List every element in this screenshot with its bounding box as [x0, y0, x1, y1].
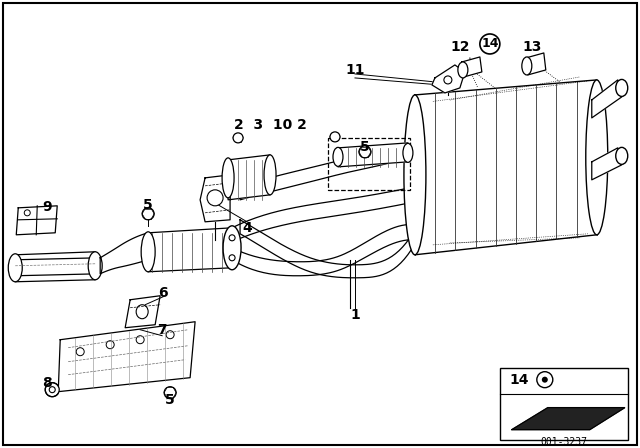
- Circle shape: [359, 146, 371, 158]
- Circle shape: [229, 255, 235, 261]
- Circle shape: [229, 235, 235, 241]
- Text: 8: 8: [42, 376, 52, 390]
- Circle shape: [233, 133, 243, 143]
- Polygon shape: [228, 155, 270, 200]
- Polygon shape: [240, 220, 415, 278]
- Circle shape: [164, 387, 176, 399]
- Polygon shape: [58, 322, 195, 392]
- Circle shape: [76, 348, 84, 356]
- Polygon shape: [15, 258, 100, 276]
- Ellipse shape: [136, 305, 148, 319]
- Bar: [328, 138, 410, 190]
- Text: 4: 4: [242, 221, 252, 235]
- Polygon shape: [526, 53, 546, 75]
- Polygon shape: [148, 228, 232, 272]
- Ellipse shape: [458, 62, 468, 78]
- Text: 5: 5: [165, 392, 175, 407]
- Polygon shape: [232, 187, 415, 242]
- Ellipse shape: [522, 57, 532, 75]
- Ellipse shape: [223, 226, 241, 270]
- Ellipse shape: [404, 95, 426, 255]
- Text: 001-3237: 001-3237: [540, 437, 588, 447]
- Ellipse shape: [8, 254, 22, 282]
- Text: 11: 11: [345, 63, 365, 77]
- Ellipse shape: [616, 79, 628, 96]
- Polygon shape: [16, 206, 57, 235]
- Circle shape: [45, 383, 60, 396]
- Text: 2  3  10 2: 2 3 10 2: [234, 118, 307, 132]
- Text: 1: 1: [350, 308, 360, 322]
- Ellipse shape: [333, 147, 343, 166]
- Ellipse shape: [88, 252, 102, 280]
- Polygon shape: [338, 143, 408, 167]
- Circle shape: [330, 132, 340, 142]
- Ellipse shape: [141, 232, 155, 272]
- Circle shape: [24, 210, 30, 216]
- Polygon shape: [592, 148, 621, 180]
- Bar: [500, 368, 628, 439]
- Polygon shape: [200, 175, 230, 222]
- Text: 5: 5: [360, 140, 370, 154]
- Circle shape: [444, 76, 452, 84]
- Text: 14: 14: [481, 38, 499, 51]
- Polygon shape: [100, 233, 148, 274]
- Circle shape: [136, 336, 144, 344]
- Polygon shape: [432, 65, 465, 93]
- Text: 13: 13: [522, 40, 541, 54]
- Ellipse shape: [403, 143, 413, 162]
- Ellipse shape: [225, 228, 239, 268]
- Text: 9: 9: [42, 200, 52, 214]
- Ellipse shape: [586, 80, 608, 235]
- Circle shape: [207, 190, 223, 206]
- Text: 7: 7: [157, 323, 167, 337]
- Polygon shape: [240, 140, 415, 200]
- Polygon shape: [232, 224, 415, 276]
- Polygon shape: [415, 80, 596, 255]
- Circle shape: [480, 34, 500, 54]
- Polygon shape: [15, 252, 95, 282]
- Text: 12: 12: [450, 40, 470, 54]
- Ellipse shape: [616, 147, 628, 164]
- Circle shape: [542, 377, 548, 383]
- Circle shape: [166, 331, 174, 339]
- Polygon shape: [512, 408, 625, 430]
- Circle shape: [537, 372, 553, 388]
- Ellipse shape: [222, 158, 234, 198]
- Circle shape: [142, 208, 154, 220]
- Text: 14: 14: [510, 373, 529, 387]
- Circle shape: [49, 387, 55, 392]
- Polygon shape: [462, 57, 482, 77]
- Circle shape: [106, 341, 114, 349]
- Text: 6: 6: [158, 286, 168, 300]
- Circle shape: [360, 147, 370, 157]
- Ellipse shape: [264, 155, 276, 195]
- Polygon shape: [592, 80, 621, 118]
- Polygon shape: [125, 296, 160, 328]
- Text: 5: 5: [143, 198, 153, 212]
